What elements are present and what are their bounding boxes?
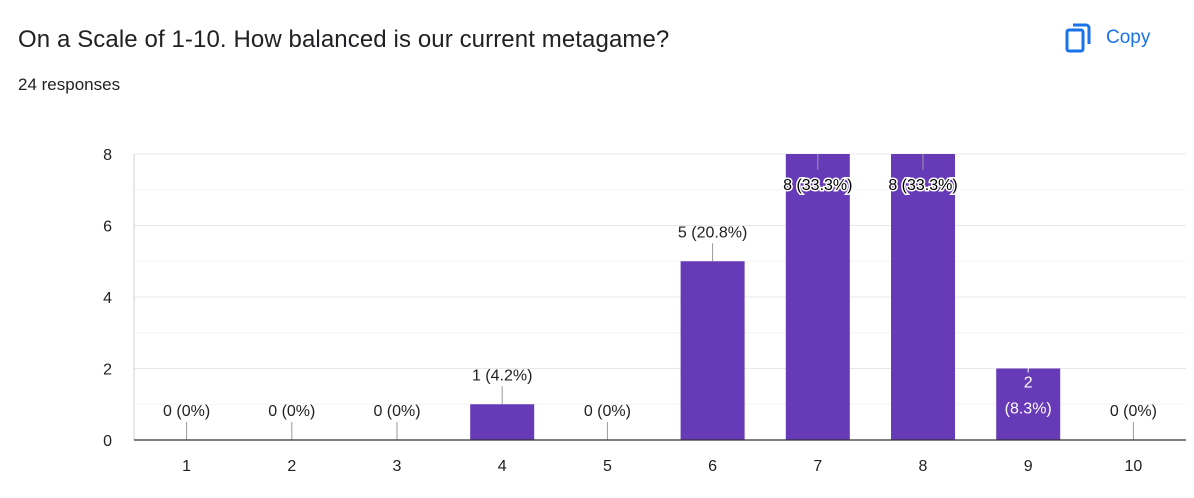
bar <box>785 154 850 440</box>
data-label: 0 (0%) <box>268 403 315 420</box>
x-tick-label: 6 <box>708 458 717 475</box>
copy-label: Copy <box>1106 27 1151 48</box>
data-label: 2 <box>1024 375 1033 392</box>
response-count: 24 responses <box>18 75 121 94</box>
x-tick-label: 8 <box>919 458 928 475</box>
chart-title: On a Scale of 1-10. How balanced is our … <box>18 26 670 53</box>
y-tick-label: 0 <box>103 433 112 450</box>
data-label: 5 (20.8%) <box>678 224 747 241</box>
x-tick-label: 9 <box>1024 458 1033 475</box>
x-tick-label: 7 <box>813 458 822 475</box>
y-tick-label: 2 <box>103 362 112 379</box>
copy-button[interactable]: Copy <box>1052 18 1162 58</box>
data-label: 1 (4.2%) <box>472 367 532 384</box>
x-tick-label: 3 <box>393 458 402 475</box>
bar <box>470 404 535 440</box>
data-label: 0 (0%) <box>1110 403 1157 420</box>
data-label: 8 (33.3%) <box>783 177 852 194</box>
bar <box>996 368 1061 440</box>
x-tick-label: 5 <box>603 458 612 475</box>
x-tick-label: 10 <box>1125 458 1143 475</box>
data-label: 8 (33.3%) <box>888 177 957 194</box>
data-label: (8.3%) <box>1005 401 1052 418</box>
y-tick-label: 4 <box>103 290 112 307</box>
data-label: 0 (0%) <box>584 403 631 420</box>
x-tick-label: 4 <box>498 458 507 475</box>
copy-icon <box>1064 22 1092 54</box>
data-label: 0 (0%) <box>373 403 420 420</box>
bar <box>891 154 955 440</box>
data-label: 0 (0%) <box>163 403 210 420</box>
bar <box>680 261 745 440</box>
y-tick-label: 8 <box>103 147 112 164</box>
y-tick-label: 6 <box>103 219 112 236</box>
x-tick-label: 2 <box>287 458 296 475</box>
x-tick-label: 1 <box>182 458 191 475</box>
